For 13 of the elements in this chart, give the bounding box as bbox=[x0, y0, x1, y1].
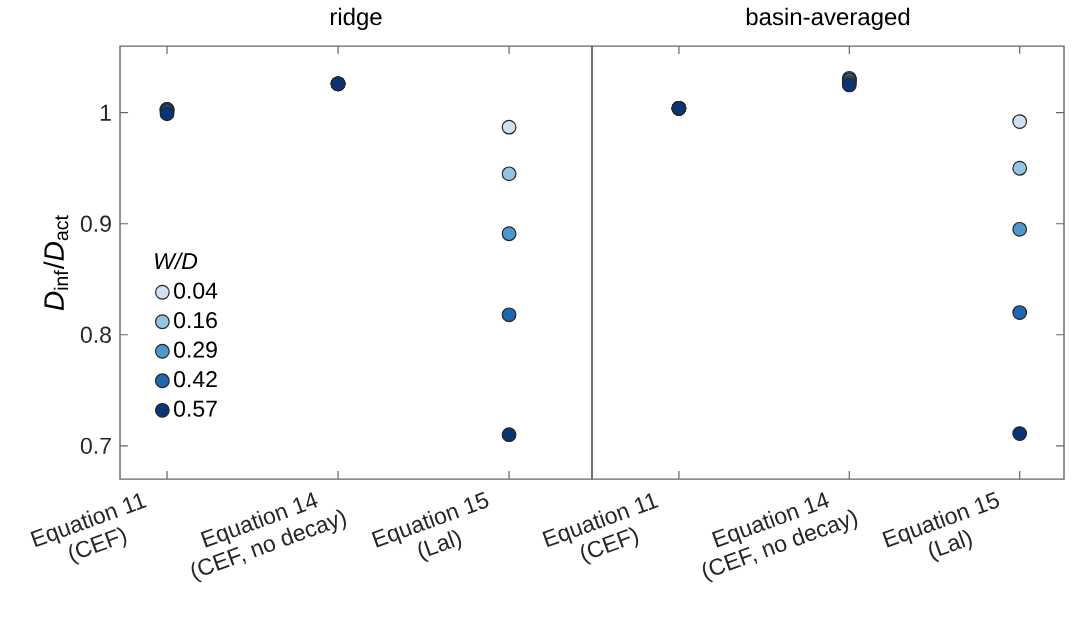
chart-title: basin-averaged bbox=[746, 7, 910, 30]
y-tick-label: 0.8 bbox=[80, 326, 111, 343]
y-axis-title: D$_{inf}$/D$_{act}$ bbox=[43, 215, 69, 311]
legend-label: 0.57 bbox=[174, 400, 217, 417]
y-tick-label: 1 bbox=[100, 104, 111, 121]
legend-label: 0.04 bbox=[174, 282, 218, 299]
legend-title: W/D bbox=[155, 252, 198, 270]
y-tick-label: 0.9 bbox=[80, 215, 111, 232]
y-tick-label: 0.7 bbox=[80, 437, 111, 454]
legend-label: 0.16 bbox=[174, 311, 217, 329]
chart-title: ridge bbox=[330, 7, 382, 30]
legend-label: 0.29 bbox=[174, 341, 217, 358]
legend-label: 0.42 bbox=[174, 370, 217, 388]
